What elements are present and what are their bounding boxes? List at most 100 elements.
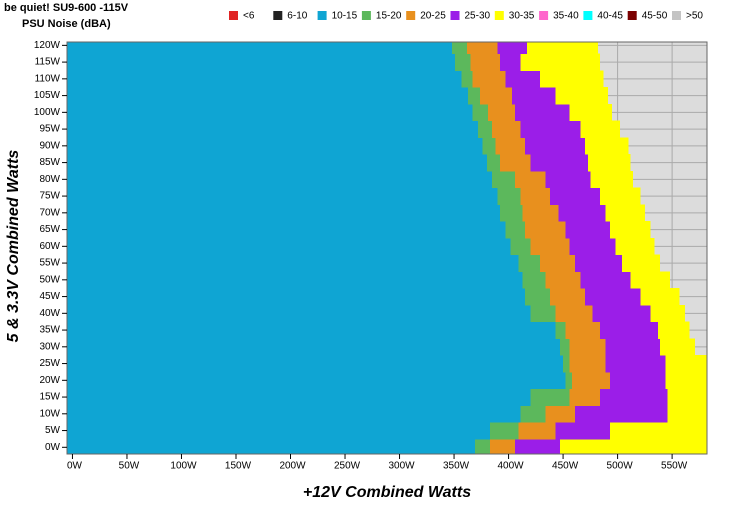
x-tick-label: 300W — [388, 461, 415, 472]
region-cell — [667, 405, 707, 423]
region-cell — [580, 271, 631, 289]
region-cell — [67, 170, 493, 189]
region-cell — [518, 254, 541, 272]
y-tick-label: 65W — [39, 224, 60, 235]
region-cell — [67, 237, 511, 256]
legend-label: 10-15 — [332, 11, 358, 22]
region-cell — [67, 53, 456, 71]
region-cell — [515, 438, 560, 455]
region-cell — [575, 405, 668, 423]
region-cell — [468, 87, 481, 105]
y-tick-label: 55W — [39, 258, 60, 269]
region-cell — [470, 53, 500, 71]
region-cell — [492, 170, 516, 189]
region-cell — [67, 338, 560, 356]
region-cell — [67, 271, 523, 289]
x-tick-label: 550W — [661, 461, 688, 472]
region-cell — [540, 70, 604, 88]
legend-swatch — [583, 11, 593, 20]
region-cell — [605, 204, 645, 222]
region-cell — [474, 438, 491, 455]
region-cell — [67, 288, 525, 306]
region-cell — [605, 338, 661, 356]
legend-label: 45-50 — [642, 11, 668, 22]
legend-label: 20-25 — [420, 11, 446, 22]
region-cell — [559, 338, 570, 356]
region-cell — [584, 288, 641, 306]
region-cell — [67, 120, 479, 138]
region-cell — [510, 237, 531, 256]
region-cell — [472, 70, 506, 88]
region-cell — [67, 42, 452, 55]
region-cell — [540, 254, 576, 272]
legend-swatch — [672, 11, 681, 20]
y-tick-label: 90W — [39, 140, 60, 151]
region-cell — [555, 87, 608, 105]
x-tick-label: 250W — [334, 461, 361, 472]
legend-label: 25-30 — [465, 11, 491, 22]
region-cell — [530, 388, 570, 406]
region-cell — [67, 304, 531, 323]
region-cell — [499, 154, 531, 172]
region-cell — [492, 120, 521, 138]
region-cell — [67, 70, 462, 88]
legend-label: 40-45 — [597, 11, 623, 22]
region-cell — [67, 422, 491, 440]
region-cell — [486, 154, 500, 172]
region-cell — [67, 103, 473, 122]
y-axis-title: 5 & 3.3V Combined Watts — [5, 150, 22, 343]
region-cell — [515, 170, 546, 189]
plot-border — [66, 41, 708, 455]
y-tick-label: 5W — [45, 425, 61, 436]
region-cell — [580, 120, 620, 138]
y-tick-label: 95W — [39, 124, 60, 135]
region-cell — [67, 388, 531, 406]
region-cell — [650, 304, 686, 323]
region-cell — [665, 371, 707, 390]
region-cell — [520, 187, 550, 205]
region-cell — [569, 338, 606, 356]
region-cell — [67, 321, 556, 339]
y-tick-label: 25W — [39, 358, 60, 369]
region-cell — [67, 254, 519, 272]
y-tick-label: 30W — [39, 341, 60, 352]
region-cell — [520, 53, 601, 71]
legend-swatch — [494, 11, 504, 20]
y-tick-label: 115W — [35, 57, 61, 68]
region-cell — [515, 103, 570, 122]
region-cell — [565, 371, 572, 390]
chart-subtitle: PSU Noise (dBA) — [22, 18, 111, 30]
region-cell — [67, 355, 564, 373]
y-tick-label: 105W — [34, 90, 61, 101]
region-cell — [569, 388, 601, 406]
region-cell — [555, 422, 610, 440]
legend-label: 30-35 — [509, 11, 535, 22]
region-cell — [505, 70, 541, 88]
region-cell — [478, 120, 493, 138]
region-cell — [67, 87, 469, 105]
region-cell — [605, 355, 666, 373]
x-tick-label: 450W — [552, 461, 579, 472]
region-cell — [67, 137, 483, 155]
region-cell — [467, 42, 498, 55]
region-cell — [497, 187, 521, 205]
region-cell — [67, 371, 566, 390]
region-cell — [67, 438, 475, 455]
x-tick-label: 100W — [170, 461, 197, 472]
legend-label: 35-40 — [553, 11, 579, 22]
region-cell — [565, 221, 610, 239]
x-tick-label: 50W — [119, 461, 140, 472]
region-cell — [524, 288, 550, 306]
x-tick-label: 0W — [67, 461, 83, 472]
x-tick-label: 150W — [225, 461, 252, 472]
region-cell — [524, 137, 585, 155]
region-cell — [497, 42, 528, 55]
region-cell — [545, 170, 591, 189]
region-cell — [565, 321, 601, 339]
region-cell — [575, 254, 622, 272]
region-cell — [555, 304, 593, 323]
region-cell — [530, 154, 589, 172]
region-cell — [549, 187, 601, 205]
region-cell — [621, 254, 661, 272]
y-tick-label: 85W — [39, 157, 60, 168]
